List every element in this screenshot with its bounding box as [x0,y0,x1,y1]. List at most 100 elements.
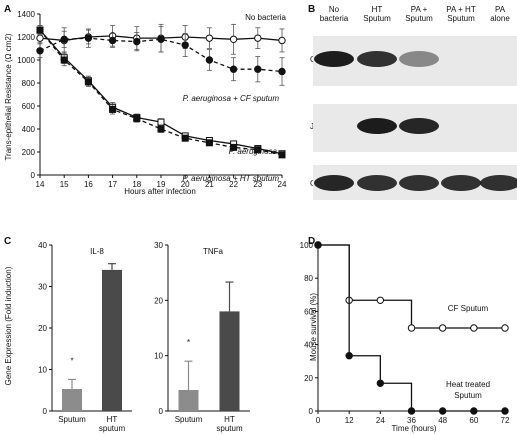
chart-a-point-s1 [278,67,286,76]
chart-a-point-s1 [133,37,141,46]
chart-a-xtick-label: 14 [36,180,45,189]
chart-c-tnfa-ytick-label: 30 [154,241,163,250]
chart-c-il8-title: IL-8 [90,247,104,256]
annotation-heat-treated-line2: Sputum [454,391,482,400]
chart-a-ytick-label: 1200 [17,33,35,42]
annotation-no-bacteria: No bacteria [245,13,286,22]
chart-a-marks [36,23,286,159]
western-blot: No bacteria HT Sputum PA + Sputum PA + HT Sputu… [310,5,517,200]
chart-a-xtick-label: 22 [229,180,238,189]
chart-c-tnfa-title: TNFa [203,247,224,256]
chart-a-point-s1 [108,36,117,45]
chart-d: 0 20 40 60 80 100 0 12 24 36 48 60 72 Time (hours) M… [300,241,510,433]
chart-a-ylabel: Trans-epithelial Resistance (Ω cm2) [4,33,13,160]
panel-letter-d: D [308,236,315,247]
chart-c-il8-significance: * [70,356,73,365]
chart-a-xtick-label: 23 [253,180,262,189]
chart-a-xtick-label: 17 [108,180,117,189]
blot-column-header: PA + Sputum [405,5,433,23]
chart-c-il8-category-label: HT sputum [99,415,126,433]
blot-band [357,118,397,134]
chart-c-il8-bar [102,269,122,411]
chart-a-point-s3 [181,134,189,142]
blot-column-header: PA alone [490,5,510,23]
chart-d-xtick-label: 12 [345,416,354,425]
chart-c-il8-ytick-label: 10 [38,366,47,375]
chart-d-point-s1 [376,379,385,387]
chart-a-ytick-label: 1000 [17,56,35,65]
chart-c: 0 10 20 30 40 * Sputum HT sputum 0 10 20 30 * Sputu… [4,241,250,433]
chart-a-point-s0 [229,35,238,43]
chart-d-ylabel: Mouse survival (%) [309,293,318,361]
annotation-cf-sputum: CF Sputum [448,304,489,313]
chart-d-ytick-label: 0 [309,407,314,416]
blot-band [357,51,397,67]
chart-a-axes: 0 200 400 600 800 1000 1200 1400 14 15 16 17 18 19 20 2… [17,10,287,189]
chart-a-xtick-label: 18 [132,180,141,189]
chart-a-point-s1 [229,65,238,73]
annotation-pa: P. aeruginosa [229,147,278,156]
chart-d-ytick-label: 80 [304,274,313,283]
blot-band [441,175,481,191]
chart-a-point-s3 [84,78,92,86]
annotation-pa-cf-sputum: P. aeruginosa + CF sputum [183,94,280,103]
chart-c-il8-ytick-label: 40 [38,241,47,250]
chart-d-point-s1 [345,352,353,360]
chart-a-point-s0 [36,34,44,42]
chart-c-tnfa-significance: * [187,338,190,347]
chart-a-point-s3 [205,139,213,147]
chart-a-ytick-label: 800 [22,79,36,88]
chart-a-point-s1 [36,47,44,55]
chart-a-point-s3 [254,146,262,154]
chart-a-ytick-label: 1400 [17,10,35,19]
chart-a-point-s1 [181,41,189,49]
chart-a-point-s3 [133,115,141,123]
panel-letter-c: C [4,236,11,247]
chart-a-point-s1 [157,35,165,43]
chart-c-tnfa-category-label: Sputum [175,415,203,424]
chart-c-il8-ytick-label: 30 [38,283,47,292]
blot-bands [313,36,517,200]
chart-a-xtick-label: 19 [157,180,166,189]
chart-d-series-line-1 [318,244,505,412]
blot-band [314,175,354,191]
blot-band [399,175,439,191]
chart-d-point-s1 [470,407,478,415]
chart-d-xtick-label: 24 [376,416,385,425]
chart-d-ytick-label: 100 [300,241,314,250]
chart-a-point-s3 [60,56,68,64]
chart-a-point-s1 [205,56,214,64]
chart-d-ytick-label: 40 [304,341,313,350]
chart-a-xtick-label: 15 [60,180,69,189]
chart-d-xlabel: Time (hours) [391,424,436,433]
chart-d-point-s1 [314,241,322,249]
chart-c-tnfa-bar [219,311,240,411]
blot-band [314,51,354,67]
chart-d-xtick-label: 36 [407,416,416,425]
chart-a-point-s0 [278,36,286,45]
chart-a-ytick-label: 400 [22,125,36,134]
chart-a-xtick-label: 16 [84,180,93,189]
chart-d-point-s1 [438,407,447,415]
chart-d-point-s0 [470,324,478,332]
blot-column-headers: No bacteria HT Sputum PA + Sputum PA + HT Sputu… [320,5,511,23]
chart-d-point-s0 [407,324,416,332]
chart-d-xtick-label: 72 [501,416,510,425]
chart-a-ytick-label: 600 [22,102,36,111]
chart-c-tnfa-bar [178,389,199,411]
chart-a-ytick-label: 200 [22,148,36,157]
blot-column-header: HT Sputum [363,5,391,23]
chart-d-point-s1 [501,407,509,415]
chart-a-point-s0 [254,34,262,42]
chart-d-xtick-label: 0 [316,416,321,425]
chart-d-xtick-label: 48 [438,416,447,425]
chart-c-tnfa-ytick-label: 10 [154,352,163,361]
blot-band [480,175,517,191]
chart-a-point-s1 [84,34,93,42]
chart-a-point-s1 [60,35,68,43]
chart-c-il8-marks: * Sputum HT sputum [58,263,126,433]
blot-band [399,51,439,67]
panel-letter-b: B [308,4,315,15]
chart-a-xtick-label: 20 [181,180,190,189]
